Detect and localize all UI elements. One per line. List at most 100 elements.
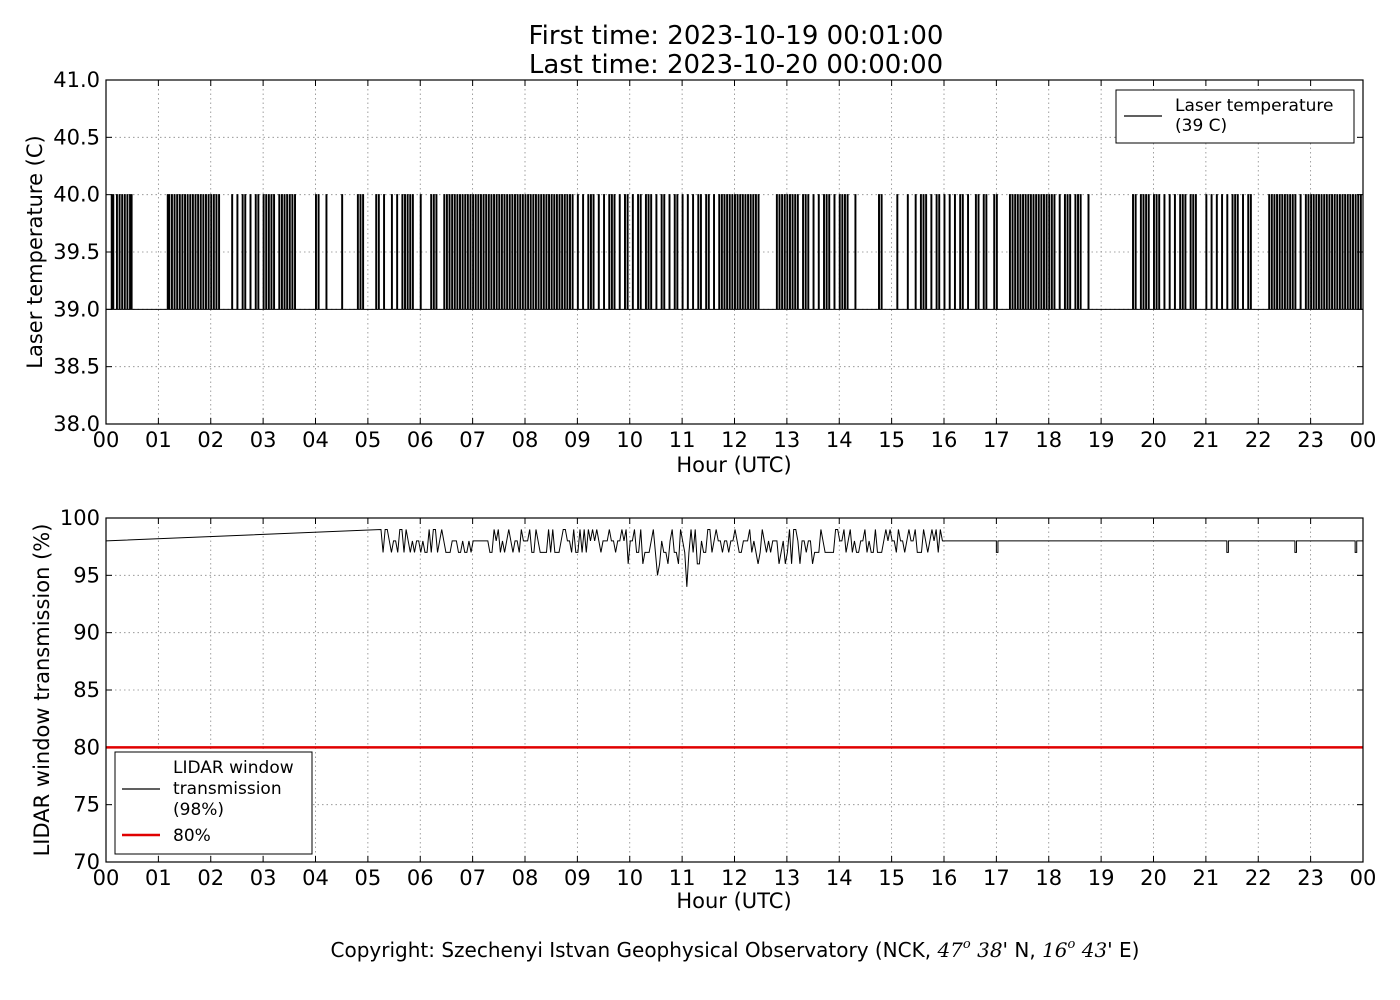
x-tick-label: 03 xyxy=(250,866,277,890)
x-tick-label: 13 xyxy=(774,866,801,890)
y-tick-labels: 70 75 80 85 90 95 100 xyxy=(60,506,100,874)
x-tick-label: 01 xyxy=(145,866,172,890)
footer-prefix: Copyright: Szechenyi Istvan Geophysical … xyxy=(331,938,938,962)
x-tick-label: 13 xyxy=(774,428,801,452)
x-tick-label: 20 xyxy=(1140,428,1167,452)
x-tick-label: 17 xyxy=(983,866,1010,890)
legend-box xyxy=(114,751,313,855)
footer-lon-suffix: ' E) xyxy=(1107,938,1139,962)
x-tick-label: 10 xyxy=(616,428,643,452)
x-tick-label: 07 xyxy=(459,866,486,890)
x-tick-label: 09 xyxy=(564,866,591,890)
x-tick-label: 03 xyxy=(250,428,277,452)
y-tick-label: 39.5 xyxy=(53,240,100,264)
footer-lat-sup: o xyxy=(963,937,971,952)
lidar-transmission-line xyxy=(105,528,1363,587)
laser-temperature-line xyxy=(106,194,1363,310)
grid xyxy=(105,517,1364,863)
x-tick-label: 23 xyxy=(1297,428,1324,452)
x-tick-label: 00 xyxy=(93,428,120,452)
x-tick-label: 19 xyxy=(1088,866,1115,890)
x-tick-label: 15 xyxy=(878,866,905,890)
footer-lat-min: 38 xyxy=(977,938,1002,962)
legend: LIDAR window transmission (98%) 80% xyxy=(114,751,313,855)
series-laser-temperature xyxy=(106,194,1363,310)
title-first-time: First time: 2023-10-19 00:01:00 xyxy=(529,21,944,51)
x-tick-label: 00 xyxy=(1350,428,1377,452)
x-tick-label: 00 xyxy=(93,866,120,890)
x-tick-label: 16 xyxy=(931,428,958,452)
y-axis-label: LIDAR window transmission (%) xyxy=(30,524,54,857)
lidar-transmission-chart: 00 01 02 03 04 05 06 07 08 09 10 11 12 13 14 15 16 17 18 19… xyxy=(30,506,1376,913)
footer-lat-suffix: ' N, xyxy=(1003,938,1043,962)
y-tick-label: 39.0 xyxy=(53,297,100,321)
y-tick-label: 80 xyxy=(73,735,100,759)
x-tick-label: 11 xyxy=(669,866,696,890)
x-tick-label: 08 xyxy=(512,866,539,890)
x-tick-label: 02 xyxy=(197,866,224,890)
y-tick-label: 38.0 xyxy=(53,412,100,436)
footer-lat-deg: 47 xyxy=(936,938,963,962)
x-tick-label: 02 xyxy=(197,428,224,452)
footer-lon-sup: o xyxy=(1068,937,1076,952)
legend-label-laser: Laser temperature (39 C) xyxy=(1175,96,1339,136)
y-tick-label: 100 xyxy=(60,506,100,530)
x-tick-label: 12 xyxy=(721,428,748,452)
y-tick-label: 75 xyxy=(73,793,100,817)
y-axis-label: Laser temperature (C) xyxy=(23,135,47,368)
x-tick-label: 06 xyxy=(407,428,434,452)
x-tick-label: 01 xyxy=(145,428,172,452)
plot-frame xyxy=(105,517,1364,863)
y-tick-label: 90 xyxy=(73,621,100,645)
x-tick-label: 09 xyxy=(564,428,591,452)
x-tick-label: 17 xyxy=(983,428,1010,452)
x-tick-label: 10 xyxy=(616,866,643,890)
x-tick-label: 14 xyxy=(826,866,853,890)
legend-label-lidar: LIDAR window transmission (98%) xyxy=(173,758,299,820)
y-tick-label: 85 xyxy=(73,678,100,702)
y-tick-labels: 38.0 38.5 39.0 39.5 40.0 40.5 41.0 xyxy=(53,68,100,436)
x-tick-label: 07 xyxy=(459,428,486,452)
x-tick-label: 04 xyxy=(302,866,329,890)
legend: Laser temperature (39 C) xyxy=(1115,89,1355,144)
title-last-time: Last time: 2023-10-20 00:00:00 xyxy=(529,50,943,80)
x-tick-label: 22 xyxy=(1245,866,1272,890)
series-lidar-transmission xyxy=(105,528,1363,587)
x-axis-label: Hour (UTC) xyxy=(676,889,791,913)
copyright-footer: Copyright: Szechenyi Istvan Geophysical … xyxy=(331,937,1140,962)
x-tick-label: 06 xyxy=(407,866,434,890)
x-tick-label: 14 xyxy=(826,428,853,452)
x-tick-label: 19 xyxy=(1088,428,1115,452)
y-tick-label: 40.5 xyxy=(53,125,100,149)
x-tick-label: 05 xyxy=(355,428,382,452)
y-tick-label: 95 xyxy=(73,563,100,587)
x-tick-labels: 00 01 02 03 04 05 06 07 08 09 10 11 12 13 14 15 16 17 18 19… xyxy=(93,866,1377,890)
x-tick-label: 20 xyxy=(1140,866,1167,890)
x-tick-label: 21 xyxy=(1193,428,1220,452)
x-tick-label: 05 xyxy=(355,866,382,890)
x-tick-label: 08 xyxy=(512,428,539,452)
y-tick-label: 38.5 xyxy=(53,355,100,379)
x-tick-label: 18 xyxy=(1035,428,1062,452)
legend-label-80: 80% xyxy=(173,826,211,846)
x-tick-labels: 00 01 02 03 04 05 06 07 08 09 10 11 12 13 14 15 16 17 18 19… xyxy=(93,428,1377,452)
x-axis-label: Hour (UTC) xyxy=(676,453,791,477)
footer-lon-min: 43 xyxy=(1081,938,1107,962)
x-tick-label: 00 xyxy=(1350,866,1377,890)
x-tick-label: 21 xyxy=(1193,866,1220,890)
x-tick-label: 23 xyxy=(1297,866,1324,890)
x-tick-label: 11 xyxy=(669,428,696,452)
x-tick-label: 22 xyxy=(1245,428,1272,452)
x-tick-label: 16 xyxy=(931,866,958,890)
y-tick-label: 70 xyxy=(73,850,100,874)
footer-lon-deg: 16 xyxy=(1042,938,1068,962)
x-tick-label: 15 xyxy=(878,428,905,452)
y-tick-label: 41.0 xyxy=(53,68,100,92)
y-tick-label: 40.0 xyxy=(53,183,100,207)
laser-temperature-chart: 00 01 02 03 04 05 06 07 08 09 10 11 12 13 14 15 16 17 18 19… xyxy=(23,68,1376,477)
plot-frame xyxy=(105,79,1364,425)
x-tick-label: 18 xyxy=(1035,866,1062,890)
x-tick-label: 04 xyxy=(302,428,329,452)
x-tick-label: 12 xyxy=(721,866,748,890)
